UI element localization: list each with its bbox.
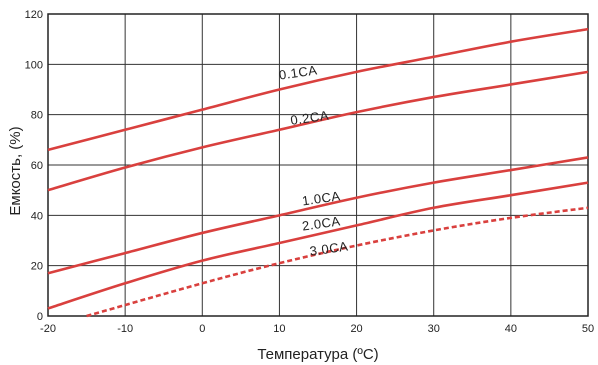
grid (47, 13, 589, 317)
x-tick-label: 30 (428, 323, 440, 335)
series-line-3-0ca (86, 206, 589, 318)
x-tick-label: -20 (40, 323, 56, 335)
x-axis-title: Температура (ºC) (257, 346, 378, 363)
x-tick-label: 0 (199, 323, 205, 335)
y-tick-label: 120 (25, 9, 43, 21)
x-tick-label: 10 (273, 323, 285, 335)
x-axis-ticks: -20 -10 0 10 20 30 40 50 (40, 323, 594, 335)
series-label-0-2ca: 0.2CA (289, 108, 329, 128)
x-tick-label: 40 (505, 323, 517, 335)
y-tick-label: 60 (31, 160, 43, 172)
y-tick-label: 20 (31, 261, 43, 273)
series-line-2-0ca (47, 181, 589, 310)
y-axis-ticks: 0 20 40 60 80 100 120 (25, 9, 43, 323)
series-labels: 0.1CA 0.2CA 1.0CA 2.0CA 3.0CA (278, 62, 349, 258)
y-tick-label: 80 (31, 110, 43, 122)
y-tick-label: 0 (37, 311, 43, 323)
y-axis-title: Емкость, (%) (7, 126, 24, 215)
series-label-0-1ca: 0.1CA (278, 62, 318, 82)
series-label-3-0ca: 3.0CA (309, 239, 349, 259)
x-tick-label: 50 (582, 323, 594, 335)
series-line-0-2ca (47, 70, 589, 192)
x-tick-label: -10 (117, 323, 133, 335)
series-label-2-0ca: 2.0CA (301, 213, 341, 233)
series-line-0-1ca (47, 27, 589, 152)
y-tick-label: 100 (25, 59, 43, 71)
plot-border (47, 13, 589, 317)
series-line-1-0ca (47, 156, 589, 275)
series-lines (47, 27, 589, 318)
x-tick-label: 20 (350, 323, 362, 335)
plot-frame (47, 13, 589, 317)
y-tick-label: 40 (31, 210, 43, 222)
series-label-1-0ca: 1.0CA (301, 188, 341, 208)
